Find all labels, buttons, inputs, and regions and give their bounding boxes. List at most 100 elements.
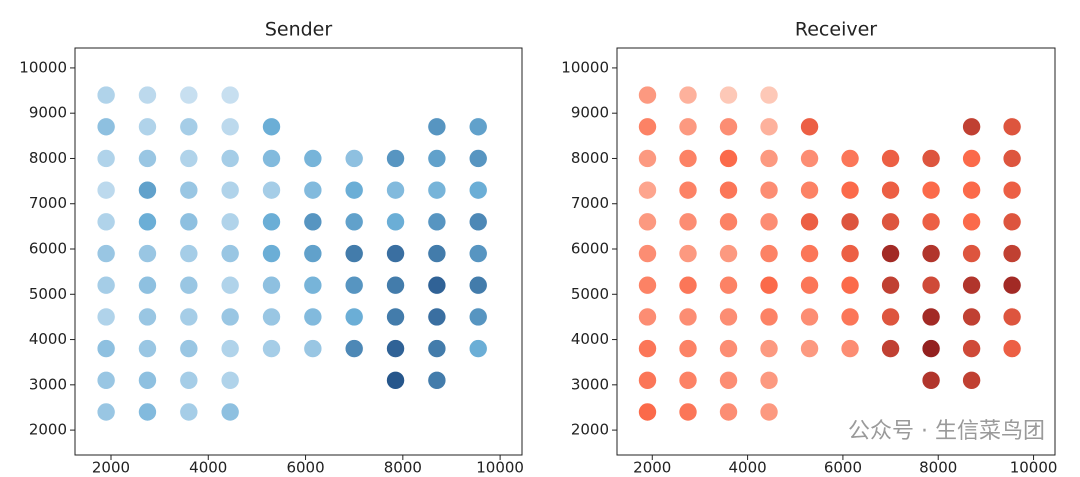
point <box>262 339 281 358</box>
point <box>921 339 941 358</box>
point <box>921 244 941 263</box>
x-tick-label: 10000 <box>476 459 524 477</box>
point <box>96 402 116 422</box>
point <box>96 212 116 232</box>
point <box>262 307 281 327</box>
point <box>678 307 698 327</box>
point <box>759 149 779 168</box>
point <box>179 85 199 105</box>
point <box>138 180 157 200</box>
point <box>719 117 738 137</box>
x-tick-label: 4000 <box>189 459 227 477</box>
point <box>427 180 447 200</box>
point <box>1002 212 1022 232</box>
point <box>719 371 738 390</box>
point <box>386 339 405 358</box>
point <box>96 85 116 105</box>
point <box>719 339 738 358</box>
point <box>881 275 900 295</box>
point <box>262 117 281 137</box>
point <box>678 212 698 232</box>
point <box>179 244 199 263</box>
point <box>840 244 860 263</box>
point <box>262 149 281 168</box>
point <box>881 212 900 232</box>
point <box>220 371 240 390</box>
y-tick-label: 7000 <box>29 194 67 212</box>
point <box>303 149 323 168</box>
point <box>427 244 447 263</box>
point <box>678 275 698 295</box>
point <box>468 275 488 295</box>
point <box>840 275 860 295</box>
point <box>719 149 738 168</box>
point <box>179 339 199 358</box>
x-tick-label: 8000 <box>919 459 957 477</box>
point <box>179 307 199 327</box>
point <box>1002 307 1022 327</box>
point <box>427 307 447 327</box>
x-tick-label: 10000 <box>1010 459 1058 477</box>
chart-title: Sender <box>265 19 333 41</box>
point <box>840 212 860 232</box>
point <box>638 244 657 263</box>
point <box>1002 244 1022 263</box>
point <box>719 212 738 232</box>
point <box>800 275 819 295</box>
point <box>759 85 779 105</box>
point <box>840 339 860 358</box>
point <box>262 180 281 200</box>
point <box>638 371 657 390</box>
point <box>840 307 860 327</box>
point <box>881 180 900 200</box>
point <box>881 149 900 168</box>
point <box>344 180 364 200</box>
point <box>678 339 698 358</box>
point <box>800 149 819 168</box>
point <box>468 339 488 358</box>
point <box>962 307 981 327</box>
point <box>962 149 981 168</box>
point <box>800 339 819 358</box>
y-tick-label: 6000 <box>29 240 67 258</box>
point <box>303 244 323 263</box>
point <box>1002 339 1022 358</box>
point <box>638 307 657 327</box>
point <box>759 307 779 327</box>
point <box>262 212 281 232</box>
point <box>220 275 240 295</box>
point <box>638 180 657 200</box>
point <box>386 307 405 327</box>
point <box>138 244 157 263</box>
point <box>800 307 819 327</box>
point <box>759 180 779 200</box>
point <box>678 402 698 422</box>
point <box>220 180 240 200</box>
point <box>96 275 116 295</box>
point <box>678 117 698 137</box>
point <box>678 180 698 200</box>
point <box>138 339 157 358</box>
point <box>759 339 779 358</box>
point <box>386 275 405 295</box>
x-tick-label: 6000 <box>824 459 862 477</box>
point <box>386 180 405 200</box>
point <box>759 371 779 390</box>
x-tick-label: 2000 <box>633 459 671 477</box>
y-tick-label: 8000 <box>29 149 67 167</box>
x-tick-label: 4000 <box>728 459 766 477</box>
point <box>881 307 900 327</box>
plot-frame <box>74 47 523 456</box>
point <box>468 212 488 232</box>
x-tick-label: 8000 <box>384 459 422 477</box>
y-tick-label: 9000 <box>29 104 67 122</box>
point <box>344 275 364 295</box>
y-tick-label: 9000 <box>571 104 609 122</box>
point <box>840 180 860 200</box>
point <box>96 371 116 390</box>
y-tick-label: 8000 <box>571 149 609 167</box>
point <box>386 212 405 232</box>
y-tick-label: 7000 <box>571 194 609 212</box>
point <box>138 402 157 422</box>
